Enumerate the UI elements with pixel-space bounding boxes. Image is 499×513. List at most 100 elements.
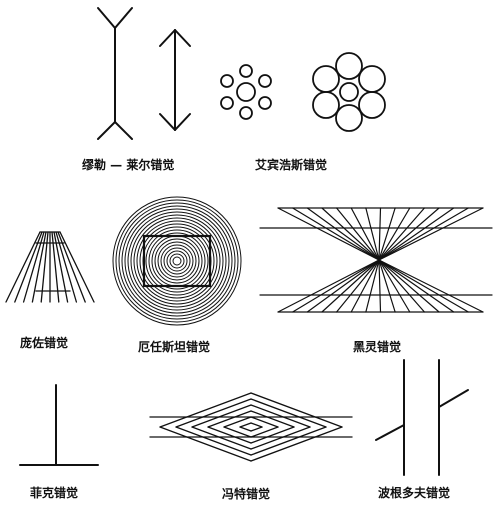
hering-ray: [365, 259, 380, 313]
wundt-figure: [149, 392, 353, 462]
muller-lyer-fins-in: [159, 29, 191, 131]
orbison-ring: [136, 220, 218, 302]
hering-ray: [378, 207, 469, 261]
orbison-ring: [145, 229, 209, 293]
caption-muller-lyer: 缪勒 — 莱尔错觉: [82, 158, 175, 172]
orbison-ring: [166, 250, 188, 272]
orbison-figure: [112, 196, 242, 326]
caption-ebbinghaus: 艾宾浩斯错觉: [255, 158, 328, 172]
hering-ray: [378, 207, 411, 261]
wundt-chevron: [191, 404, 252, 428]
wundt-chevron: [250, 422, 263, 428]
hering-ray: [378, 207, 382, 261]
hering-ray: [378, 259, 396, 313]
ponzo-figure: [5, 231, 95, 303]
caption-wundt: 冯特错觉: [222, 487, 271, 501]
wundt-chevron: [239, 426, 252, 432]
caption-poggendorff: 波根多夫错觉: [378, 486, 451, 500]
wundt-chevron: [239, 422, 252, 428]
wundt-chevron: [250, 426, 279, 438]
orbison-ring: [139, 223, 215, 299]
ponzo-ray: [51, 231, 60, 303]
hering-ray: [378, 259, 469, 313]
orbison-ring: [142, 226, 212, 296]
wundt-chevron: [250, 426, 327, 456]
hering-ray: [306, 259, 380, 313]
hering-ray: [350, 207, 380, 261]
poggendorff-figure: [375, 359, 469, 476]
wundt-chevron: [159, 426, 252, 462]
orbison-ring: [160, 244, 194, 278]
hering-ray: [350, 259, 380, 313]
orbison-ring: [163, 247, 191, 275]
caption-hering: 黑灵错觉: [353, 340, 402, 354]
ponzo-ray: [40, 231, 49, 303]
ponzo-ray: [22, 231, 45, 303]
wundt-chevron: [250, 426, 311, 450]
hering-ray: [378, 207, 484, 261]
wundt-chevron: [250, 398, 327, 428]
caption-orbison: 厄任斯坦错觉: [138, 340, 211, 354]
hering-ray: [378, 259, 426, 313]
orbison-ring: [118, 202, 236, 320]
wundt-chevron: [207, 426, 252, 444]
hering-ray: [277, 207, 380, 261]
hering-figure: [259, 207, 493, 313]
orbison-ring: [112, 196, 242, 326]
hering-ray: [378, 259, 411, 313]
hering-ray: [335, 259, 380, 313]
hering-ray: [306, 207, 380, 261]
hering-ray: [378, 259, 455, 313]
orbison-ring: [115, 199, 239, 323]
wundt-chevron: [250, 426, 295, 444]
orbison-ring: [127, 211, 227, 311]
wundt-chevron: [175, 426, 252, 456]
hering-ray: [292, 207, 380, 261]
hering-ray: [378, 207, 455, 261]
hering-ray: [321, 207, 380, 261]
caption-ponzo: 庞佐错觉: [20, 336, 69, 350]
orbison-ring: [157, 241, 197, 281]
ebbinghaus-large-surround: [312, 52, 386, 132]
wundt-chevron: [250, 410, 295, 428]
hering-ray: [321, 259, 380, 313]
ponzo-ray: [31, 231, 47, 303]
ponzo-ray: [5, 231, 41, 303]
orbison-ring: [124, 208, 230, 314]
wundt-chevron: [250, 426, 343, 462]
hering-ray: [378, 259, 382, 313]
hering-ray: [378, 259, 484, 313]
hering-ray: [292, 259, 380, 313]
hering-ray: [378, 207, 396, 261]
orbison-ring: [154, 238, 200, 284]
hering-ray: [378, 207, 426, 261]
ponzo-ray: [57, 231, 86, 303]
wundt-chevron: [175, 398, 252, 428]
muller-lyer-fins-out: [97, 7, 133, 140]
orbison-ring: [130, 214, 224, 308]
orbison-ring: [172, 256, 182, 266]
ponzo-ray: [14, 231, 43, 303]
orbison-ring: [133, 217, 221, 305]
wundt-chevron: [223, 426, 252, 438]
wundt-chevron: [159, 392, 252, 428]
fick-figure: [19, 384, 99, 466]
hering-ray: [277, 259, 380, 313]
wundt-chevron: [191, 426, 252, 450]
orbison-ring: [121, 205, 233, 317]
wundt-chevron: [250, 404, 311, 428]
ponzo-ray: [55, 231, 78, 303]
hering-ray: [365, 207, 380, 261]
orbison-ring: [148, 232, 206, 290]
wundt-chevron: [207, 410, 252, 428]
wundt-chevron: [223, 416, 252, 428]
orbison-ring: [169, 253, 185, 269]
wundt-chevron: [250, 392, 343, 428]
orbison-ring: [151, 235, 203, 287]
caption-fick: 菲克错觉: [30, 486, 79, 500]
hering-ray: [378, 207, 440, 261]
ebbinghaus-small-surround: [220, 64, 272, 120]
wundt-chevron: [250, 416, 279, 428]
ponzo-ray: [59, 231, 95, 303]
